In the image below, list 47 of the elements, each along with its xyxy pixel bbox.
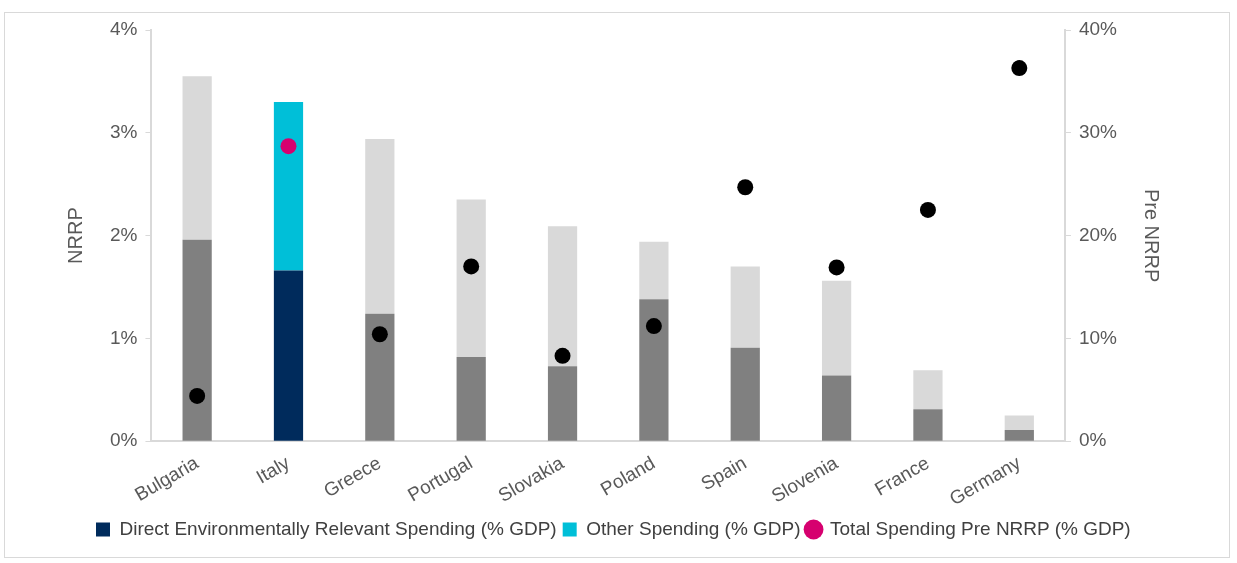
y2-axis-title: Pre NRRP [1141, 188, 1164, 283]
point [737, 179, 754, 196]
y-tick-label: 4% [109, 18, 138, 40]
bar [639, 299, 669, 441]
point [189, 387, 206, 404]
bar [1004, 415, 1034, 430]
bar [730, 347, 760, 441]
bar [821, 375, 852, 441]
y2-tick-label: 0% [1078, 429, 1107, 451]
bar [1004, 429, 1034, 441]
legend-label: Direct Environmentally Relevant Spending (% GDP) [119, 517, 557, 539]
bar [547, 226, 578, 367]
bar [547, 366, 578, 441]
point [371, 326, 388, 343]
point [554, 347, 571, 364]
y2-tick-label: 40% [1078, 18, 1118, 40]
y-tick-label: 1% [109, 326, 138, 348]
point [463, 258, 480, 275]
point [919, 201, 936, 218]
bar [913, 409, 943, 441]
bar [913, 370, 943, 410]
y-tick-label: 0% [109, 429, 138, 451]
point [645, 318, 662, 335]
bar [273, 101, 304, 271]
y-axis-title: NRRP [63, 207, 86, 264]
x-tick-label: Italy [252, 451, 294, 488]
bar [182, 239, 212, 441]
point [828, 259, 845, 276]
y-tick-label: 3% [109, 121, 138, 143]
point [1011, 60, 1028, 77]
bar [456, 199, 486, 357]
y-tick-label: 2% [109, 223, 138, 245]
x-tick-label: Spain [697, 451, 750, 495]
bar [273, 270, 304, 441]
y2-tick-label: 10% [1078, 326, 1118, 348]
y2-tick-label: 30% [1078, 121, 1118, 143]
legend-label: Total Spending Pre NRRP (% GDP) [830, 517, 1131, 539]
bar [182, 76, 212, 240]
bar [639, 241, 669, 300]
bar [456, 356, 486, 441]
bar [821, 280, 852, 376]
point [280, 138, 297, 155]
y2-tick-label: 20% [1078, 223, 1118, 245]
bar [365, 313, 395, 441]
bar [730, 266, 760, 348]
bar [365, 138, 395, 314]
legend-label: Other Spending (% GDP) [586, 517, 801, 539]
